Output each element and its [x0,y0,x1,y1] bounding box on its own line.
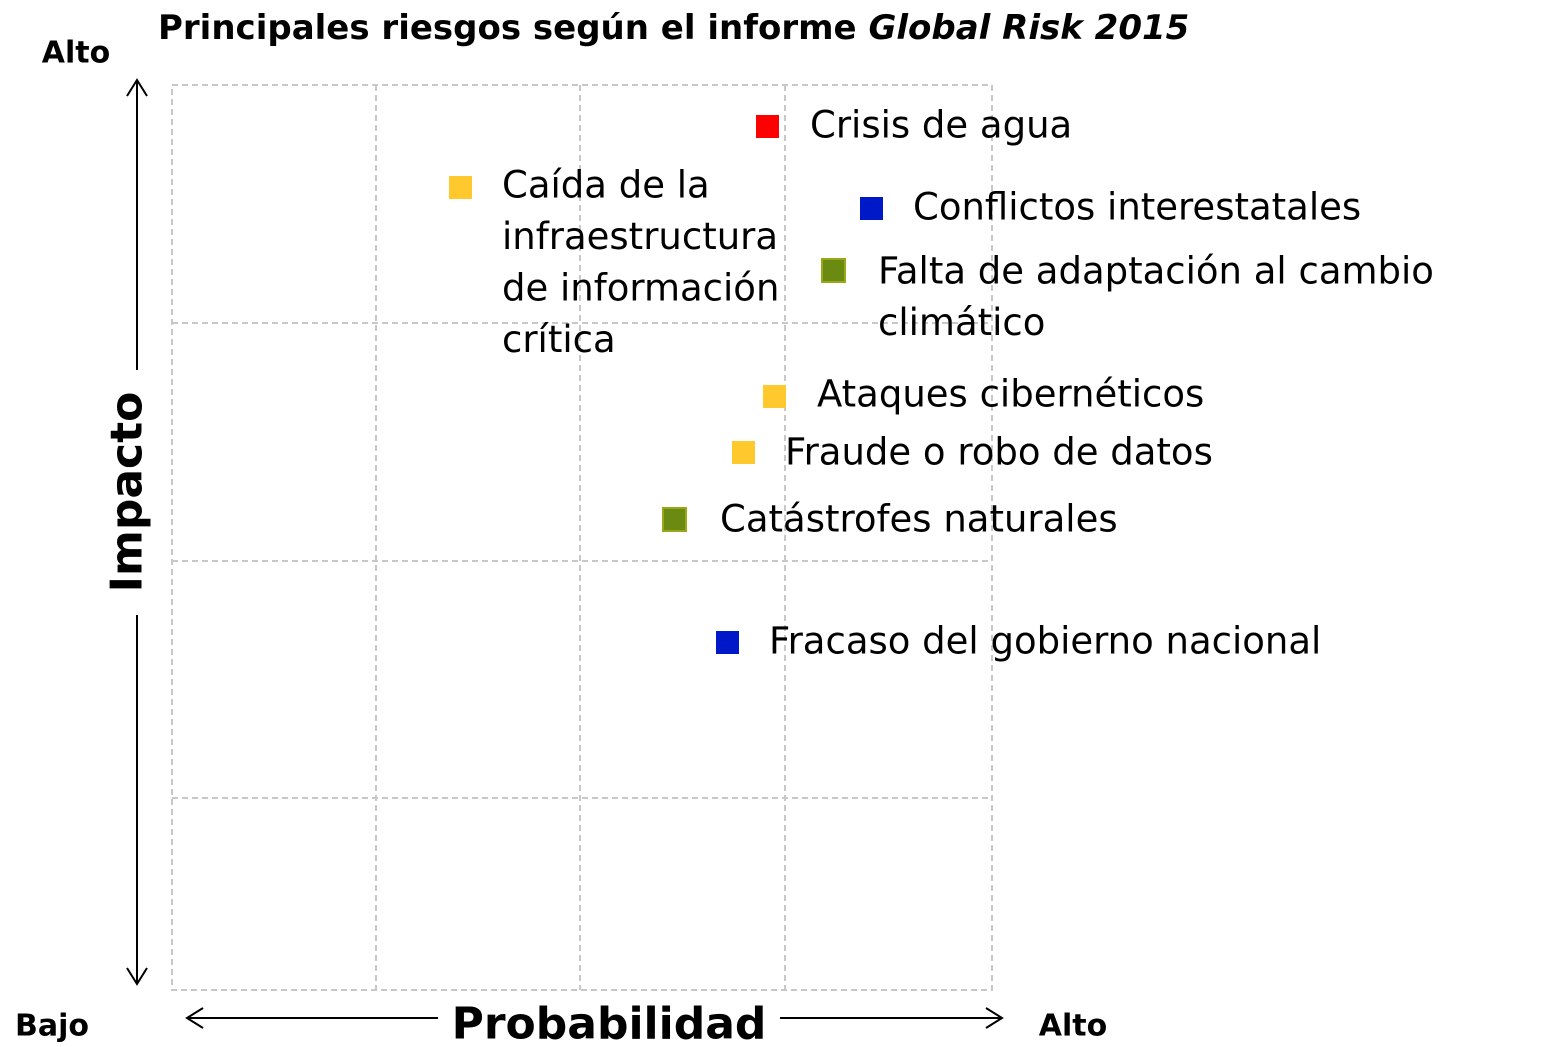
risk-marker [662,507,687,532]
risk-marker [449,176,472,199]
risk-item: Crisis de agua [756,104,1072,147]
risk-label: Conflictos interestatales [913,186,1361,229]
risk-item: Caída de la infraestructura de información… [449,164,779,361]
risk-marker [732,441,755,464]
arrow-head [126,78,148,97]
risk-item: Conflictos interestatales [860,186,1361,229]
title-italic: Global Risk 2015 [868,8,1189,48]
arrow-head [985,1007,1004,1029]
risk-label: Fracaso del gobierno nacional [769,620,1321,663]
risk-label: climático [878,301,1045,344]
y-axis-label: Impacto [102,392,153,593]
title-main: Principales riesgos según el informe [158,8,868,48]
risk-label: Caída de la [502,164,710,207]
arrow-head [126,967,148,986]
risk-item: Fraude o robo de datos [732,431,1213,474]
risk-label: Crisis de agua [810,104,1072,147]
risk-item: Falta de adaptación al cambio climático [821,250,1434,344]
x-high-label: Alto [1039,1009,1107,1044]
x-axis-label: Probabilidad [452,999,767,1047]
risk-item: Fracaso del gobierno nacional [716,620,1321,663]
risk-label: Fraude o robo de datos [785,431,1213,474]
risk-marker [860,197,883,220]
grid-frame [171,84,993,991]
y-axis: Alto Impacto [42,36,153,986]
risk-label: infraestructura [502,215,778,258]
title: Principales riesgos según el informe Glo… [158,8,1189,48]
arrow-head [185,1007,204,1029]
risk-label: Catástrofes naturales [720,498,1118,541]
risk-item: Catástrofes naturales [662,498,1118,541]
x-low-label: Bajo [15,1009,89,1044]
risks: Crisis de agua Caída de la infraestructura… [449,104,1434,663]
risk-marker [756,115,779,138]
risk-marker [763,385,786,408]
risk-label: crítica [502,318,616,361]
grid [171,84,993,991]
y-high-label: Alto [42,36,110,71]
risk-item: Ataques cibernéticos [763,373,1204,416]
risk-label: de información [502,267,779,310]
risk-label: Ataques cibernéticos [817,373,1204,416]
x-axis: Bajo Probabilidad Alto [15,999,1107,1047]
risk-marker [821,258,846,283]
risk-label: Falta de adaptación al cambio [878,250,1434,293]
risk-marker [716,631,739,654]
